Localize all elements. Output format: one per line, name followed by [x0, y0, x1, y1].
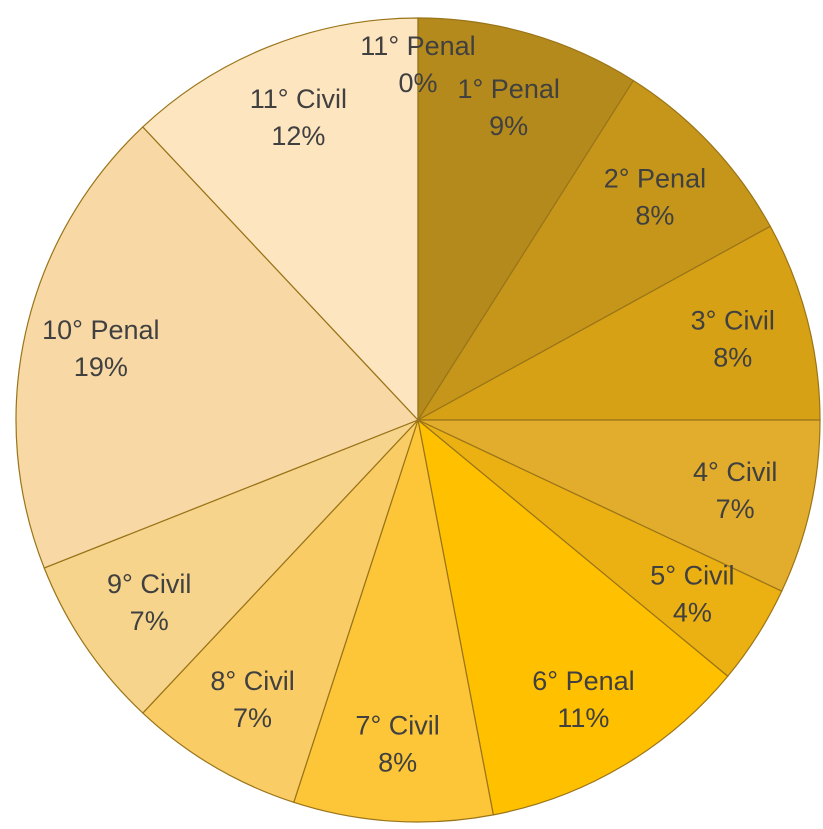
slice-value-label: 9% — [489, 111, 528, 141]
slice-label: 6° Penal — [532, 666, 634, 696]
slice-label: 9° Civil — [107, 569, 191, 599]
pie-slice — [43, 419, 419, 714]
slice-value-label: 19% — [74, 352, 128, 382]
pie-slice — [417, 419, 821, 592]
slice-label: 2° Penal — [604, 164, 706, 194]
slice-value-label: 7% — [716, 494, 755, 524]
slice-value-label: 7% — [233, 703, 272, 733]
pie-slice — [417, 225, 821, 421]
slice-label: 5° Civil — [650, 560, 734, 590]
pie-slice — [141, 17, 419, 422]
slice-label: 1° Penal — [457, 74, 559, 104]
pie-slice — [15, 126, 420, 569]
pie-slice — [293, 419, 495, 823]
slice-value-label: 8% — [713, 342, 752, 372]
pie-slice — [141, 419, 419, 804]
slice-value-label: 12% — [271, 121, 325, 151]
slice-value-label: 8% — [378, 747, 417, 777]
slice-value-label: 11% — [557, 703, 609, 733]
slice-value-label: 7% — [130, 606, 169, 636]
slice-label: 3° Civil — [691, 305, 775, 335]
slice-value-label: 8% — [635, 201, 674, 231]
slice-label: 11° Civil — [250, 84, 347, 114]
pie-slice — [417, 79, 772, 421]
slice-label: 4° Civil — [693, 457, 777, 487]
slice-label: 11° Penal — [360, 31, 475, 61]
pie-slice — [417, 17, 635, 423]
slice-label: 8° Civil — [210, 666, 294, 696]
slice-value-label: 4% — [673, 597, 712, 627]
slice-label: 10° Penal — [42, 315, 159, 345]
slice-value-label: 0% — [398, 68, 437, 98]
slice-label: 7° Civil — [355, 710, 439, 740]
pie-slice — [417, 418, 729, 816]
